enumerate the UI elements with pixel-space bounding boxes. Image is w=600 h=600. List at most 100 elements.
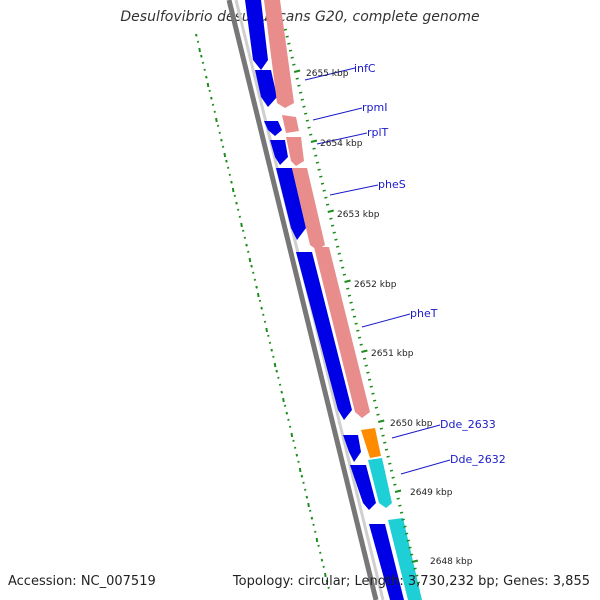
gc-dash (238, 215, 242, 218)
gene-feature-rpmi-reverse[interactable] (282, 115, 299, 133)
gene-feature-forward-9[interactable] (369, 524, 404, 600)
gc-dash (287, 418, 290, 421)
gene-feature-reverse-4[interactable] (292, 168, 325, 250)
gc-dash (218, 131, 221, 134)
gene-feature-reverse-8[interactable] (388, 518, 422, 600)
gc-dash (307, 502, 310, 508)
gc-dash (300, 474, 304, 478)
ruler-tick (295, 77, 299, 80)
ruler-tick (310, 139, 318, 143)
ruler-tick (293, 69, 301, 73)
ruler-tick (327, 209, 334, 213)
gc-dash (317, 544, 320, 547)
gene-feature-forward-3[interactable] (264, 121, 282, 136)
gc-dash (302, 481, 305, 484)
ruler-tick (298, 91, 303, 94)
gc-dash (263, 320, 267, 323)
ruler-tick (344, 279, 351, 283)
gene-label-infc[interactable]: infC (354, 62, 376, 75)
genome-backbone (226, 0, 385, 600)
ruler-tick (307, 126, 311, 129)
tick-label-2652: 2652 kbp (354, 280, 397, 290)
ruler-tick (406, 539, 410, 542)
tick-label-2648: 2648 kbp (430, 557, 473, 567)
tick-label-2655: 2655 kbp (306, 69, 349, 79)
gc-dash (230, 180, 233, 184)
gc-dash (235, 201, 238, 205)
ruler-tick (319, 175, 323, 178)
genome-summary: Topology: circular; Length: 3,730,232 bp… (232, 574, 590, 589)
ruler-tick (359, 343, 363, 346)
ruler-tick (408, 546, 412, 549)
ruler-tick (342, 273, 347, 276)
gc-dash (198, 47, 201, 53)
gc-dash (288, 425, 292, 428)
gene-feature-forward-2[interactable] (255, 70, 277, 107)
ruler-tick (376, 413, 380, 416)
gene-label-dde-2633[interactable]: Dde_2633 (440, 418, 496, 431)
ruler-tick (352, 315, 357, 318)
ruler-tick (317, 168, 321, 171)
ruler-tick (312, 147, 316, 150)
gc-dash (220, 138, 223, 142)
gene-label-phes[interactable]: pheS (378, 178, 406, 191)
gene-feature-forward-4[interactable] (270, 140, 288, 165)
ruler-tick (362, 357, 367, 360)
gc-dash (248, 257, 252, 263)
gc-dash (293, 446, 297, 449)
ruler-tick (300, 98, 304, 101)
gc-dash (205, 75, 208, 79)
ruler-tick (283, 28, 288, 31)
gc-dash (327, 586, 330, 589)
gc-dash (257, 292, 260, 298)
ruler-tick (401, 518, 405, 521)
gene-label-rpmi[interactable]: rpmI (362, 101, 387, 114)
ruler-tick (403, 525, 407, 528)
gene-feature-dde-2633[interactable] (361, 428, 381, 458)
ruler-tick (288, 49, 293, 52)
gene-label-dde-2632[interactable]: Dde_2632 (450, 453, 506, 466)
gene-feature-rplt-reverse[interactable] (286, 137, 304, 166)
gc-dash (280, 390, 284, 394)
gc-dash (213, 110, 216, 113)
gc-dash (243, 236, 247, 239)
ruler-tick (404, 532, 409, 535)
gc-dash (303, 488, 307, 491)
gc-dash (292, 439, 295, 442)
gene-label-phet[interactable]: pheT (410, 307, 438, 320)
gc-dash (201, 61, 205, 64)
ruler-tick (332, 231, 336, 234)
gc-dash (308, 509, 312, 512)
accession-label: Accession: NC_007519 (8, 574, 156, 589)
gene-feature-forward-8[interactable] (350, 465, 376, 510)
ruler-tick (389, 469, 394, 472)
ruler-tick (381, 434, 385, 437)
ruler-tick (391, 476, 395, 479)
gene-feature-dde-2632[interactable] (368, 458, 392, 508)
tick-label-2651: 2651 kbp (371, 349, 414, 359)
gc-dash (252, 271, 255, 274)
gene-feature-phes-forward[interactable] (276, 168, 306, 240)
ruler-tick (347, 294, 352, 297)
gc-dash (228, 173, 232, 176)
ruler-tick (357, 336, 362, 339)
gene-feature-infc-forward[interactable] (245, 0, 268, 70)
gc-dash (221, 145, 225, 148)
ruler-tick (302, 105, 306, 108)
gc-dash (315, 537, 319, 543)
gc-dash (319, 551, 322, 554)
ruler-tick (341, 266, 345, 269)
ruler-tick (399, 511, 404, 514)
gene-feature-forward-7[interactable] (343, 435, 361, 462)
ruler-tick (325, 203, 330, 206)
gc-dash (206, 82, 210, 88)
ruler-tick (393, 483, 397, 486)
ruler-ticks (283, 28, 421, 584)
gene-feature-phet-forward[interactable] (296, 252, 352, 420)
gc-dash (282, 397, 285, 403)
ruler-tick (309, 133, 313, 136)
ruler-tick (297, 84, 301, 87)
gene-label-rplt[interactable]: rplT (367, 126, 389, 139)
gene-feature-reverse-5[interactable] (314, 247, 370, 418)
gene-feature-reverse-1[interactable] (264, 0, 294, 108)
